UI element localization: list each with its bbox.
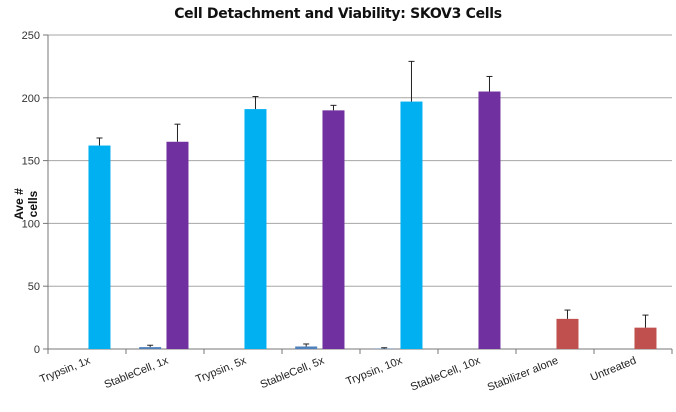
x-tick-label: StableCell, 1x	[103, 354, 171, 391]
bar	[478, 91, 501, 350]
x-tick-label: Stabilizer alone	[486, 355, 560, 394]
bar	[166, 141, 189, 349]
x-tick-label: Trypsin, 5x	[194, 354, 248, 385]
bar	[400, 101, 423, 350]
chart-title: Cell Detachment and Viability: SKOV3 Cel…	[174, 6, 502, 22]
x-tick-label: Trypsin, 1x	[38, 354, 92, 385]
bar	[88, 145, 111, 349]
x-tick-label: Trypsin, 10x	[344, 354, 404, 388]
y-tick-label: 150	[22, 156, 40, 168]
y-tick-label: 200	[22, 93, 40, 105]
y-tick-label: 250	[22, 30, 40, 42]
bar	[556, 318, 579, 349]
x-tick-label: StableCell, 5x	[259, 354, 327, 391]
bar	[139, 347, 162, 349]
x-tick-label: StableCell, 10x	[409, 354, 483, 393]
bar	[634, 327, 657, 349]
y-tick-label: 0	[34, 344, 40, 356]
bar	[322, 110, 345, 349]
bar	[244, 109, 267, 349]
x-tick-label: Untreated	[589, 355, 638, 384]
y-tick-label: 50	[28, 281, 40, 293]
y-tick-label: 100	[22, 218, 40, 230]
bar	[295, 346, 318, 349]
